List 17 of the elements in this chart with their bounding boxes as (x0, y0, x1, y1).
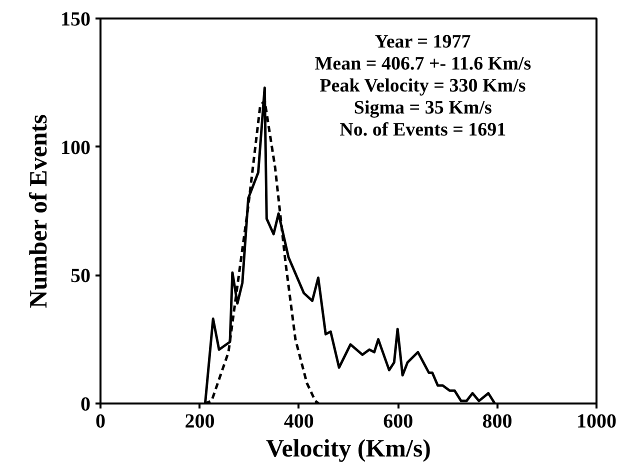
annotation: No. of Events = 1691 (340, 120, 506, 140)
y-axis-title: Number of Events (26, 114, 52, 308)
x-axis-title: Velocity (Km/s) (266, 436, 432, 462)
annotation: Mean = 406.7 +- 11.6 Km/s (314, 54, 532, 74)
x-tick-label: 200 (184, 410, 215, 432)
x-tick-label: 400 (284, 410, 314, 432)
annotation: Peak Velocity = 330 Km/s (320, 76, 526, 96)
x-tick-label: 800 (482, 410, 512, 432)
x-tick-label: 1000 (576, 410, 616, 432)
y-tick-label: 100 (60, 136, 90, 159)
y-tick-label: 0 (80, 394, 90, 416)
y-tick-label: 150 (60, 8, 90, 30)
x-tick-label: 0 (96, 410, 106, 432)
y-tick-label: 50 (70, 265, 90, 288)
annotation: Sigma = 35 Km/s (354, 98, 492, 118)
x-tick-label: 600 (383, 410, 414, 432)
annotation: Year = 1977 (374, 32, 472, 52)
